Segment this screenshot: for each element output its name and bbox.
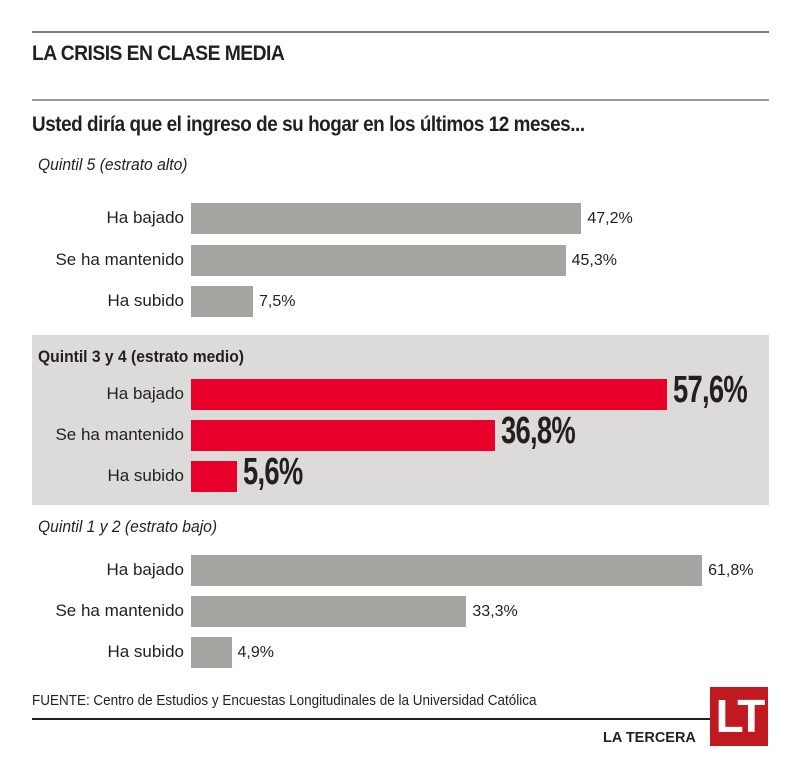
bar bbox=[191, 420, 496, 451]
bar bbox=[191, 596, 467, 627]
data-label: 5,6% bbox=[243, 451, 303, 493]
bar bbox=[191, 379, 668, 410]
data-label: 36,8% bbox=[501, 410, 576, 452]
data-label: 47,2% bbox=[587, 210, 633, 227]
bar bbox=[191, 245, 566, 276]
category-label: Se ha mantenido bbox=[55, 601, 184, 620]
category-label: Ha bajado bbox=[106, 560, 184, 579]
group-title: Quintil 1 y 2 (estrato bajo) bbox=[38, 517, 218, 536]
category-label: Ha subido bbox=[107, 291, 184, 310]
chart-title: LA CRISIS EN CLASE MEDIA bbox=[32, 42, 285, 65]
bar bbox=[191, 555, 703, 586]
data-label: 33,3% bbox=[472, 603, 518, 620]
bar bbox=[191, 203, 582, 234]
bar bbox=[191, 461, 238, 492]
category-label: Se ha mantenido bbox=[55, 250, 184, 269]
chart-subtitle: Usted diría que el ingreso de su hogar e… bbox=[32, 113, 585, 136]
bar bbox=[191, 637, 232, 668]
brand-name: LA TERCERA bbox=[603, 730, 696, 746]
data-label: 45,3% bbox=[571, 252, 617, 269]
la-tercera-logo: LT bbox=[710, 687, 768, 746]
category-label: Ha subido bbox=[107, 642, 184, 661]
group-title: Quintil 3 y 4 (estrato medio) bbox=[38, 347, 244, 366]
source-note: FUENTE: Centro de Estudios y Encuestas L… bbox=[32, 693, 537, 709]
data-label: 57,6% bbox=[673, 369, 748, 411]
category-label: Se ha mantenido bbox=[55, 425, 184, 444]
category-label: Ha bajado bbox=[106, 384, 184, 403]
subtitle-rule bbox=[32, 99, 769, 101]
data-label: 61,8% bbox=[708, 562, 754, 579]
data-label: 4,9% bbox=[237, 644, 274, 661]
source-rule bbox=[32, 718, 712, 720]
top-rule bbox=[32, 31, 769, 33]
bar bbox=[191, 286, 254, 317]
group-title: Quintil 5 (estrato alto) bbox=[38, 155, 188, 174]
category-label: Ha bajado bbox=[106, 208, 184, 227]
category-label: Ha subido bbox=[107, 466, 184, 485]
data-label: 7,5% bbox=[259, 293, 296, 310]
